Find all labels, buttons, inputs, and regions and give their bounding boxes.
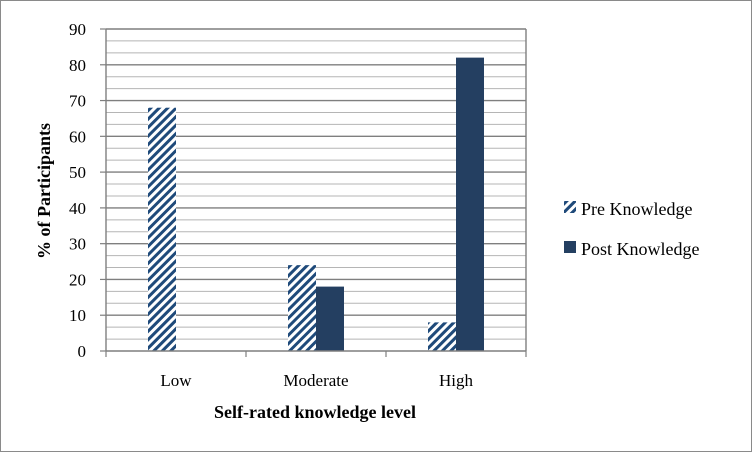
y-tick-label: 40	[69, 199, 86, 218]
x-tick-label-high: High	[439, 371, 474, 390]
y-tick-label: 80	[69, 56, 86, 75]
tick-labels: 0 10 20 30 40 50 60 70 80 90 Low Moderate High	[69, 20, 474, 390]
legend-label-pre-knowledge: Pre Knowledge	[581, 199, 692, 219]
y-tick-label: 60	[69, 127, 86, 146]
bar-pre-knowledge-low	[148, 107, 176, 351]
x-tick-label-low: Low	[160, 371, 192, 390]
legend-swatch-post-knowledge	[564, 241, 576, 253]
bar-pre-knowledge-moderate	[288, 265, 316, 351]
legend-swatch-pre-knowledge	[564, 201, 576, 213]
bar-post-knowledge-high	[456, 57, 484, 351]
y-tick-label: 30	[69, 235, 86, 254]
y-axis-title: % of Participants	[34, 123, 54, 259]
y-tick-label: 20	[69, 270, 86, 289]
axes	[100, 28, 527, 357]
y-tick-label: 0	[78, 342, 87, 361]
bars	[148, 57, 484, 351]
bar-pre-knowledge-high	[428, 322, 456, 351]
y-tick-label: 90	[69, 20, 86, 39]
x-axis-title: Self-rated knowledge level	[214, 402, 416, 422]
legend-label-post-knowledge: Post Knowledge	[581, 239, 700, 259]
legend: Pre Knowledge Post Knowledge	[564, 199, 700, 259]
bar-post-knowledge-moderate	[316, 286, 344, 351]
x-tick-label-moderate: Moderate	[283, 371, 348, 390]
y-tick-label: 70	[69, 92, 86, 111]
y-tick-label: 50	[69, 163, 86, 182]
y-tick-label: 10	[69, 306, 86, 325]
